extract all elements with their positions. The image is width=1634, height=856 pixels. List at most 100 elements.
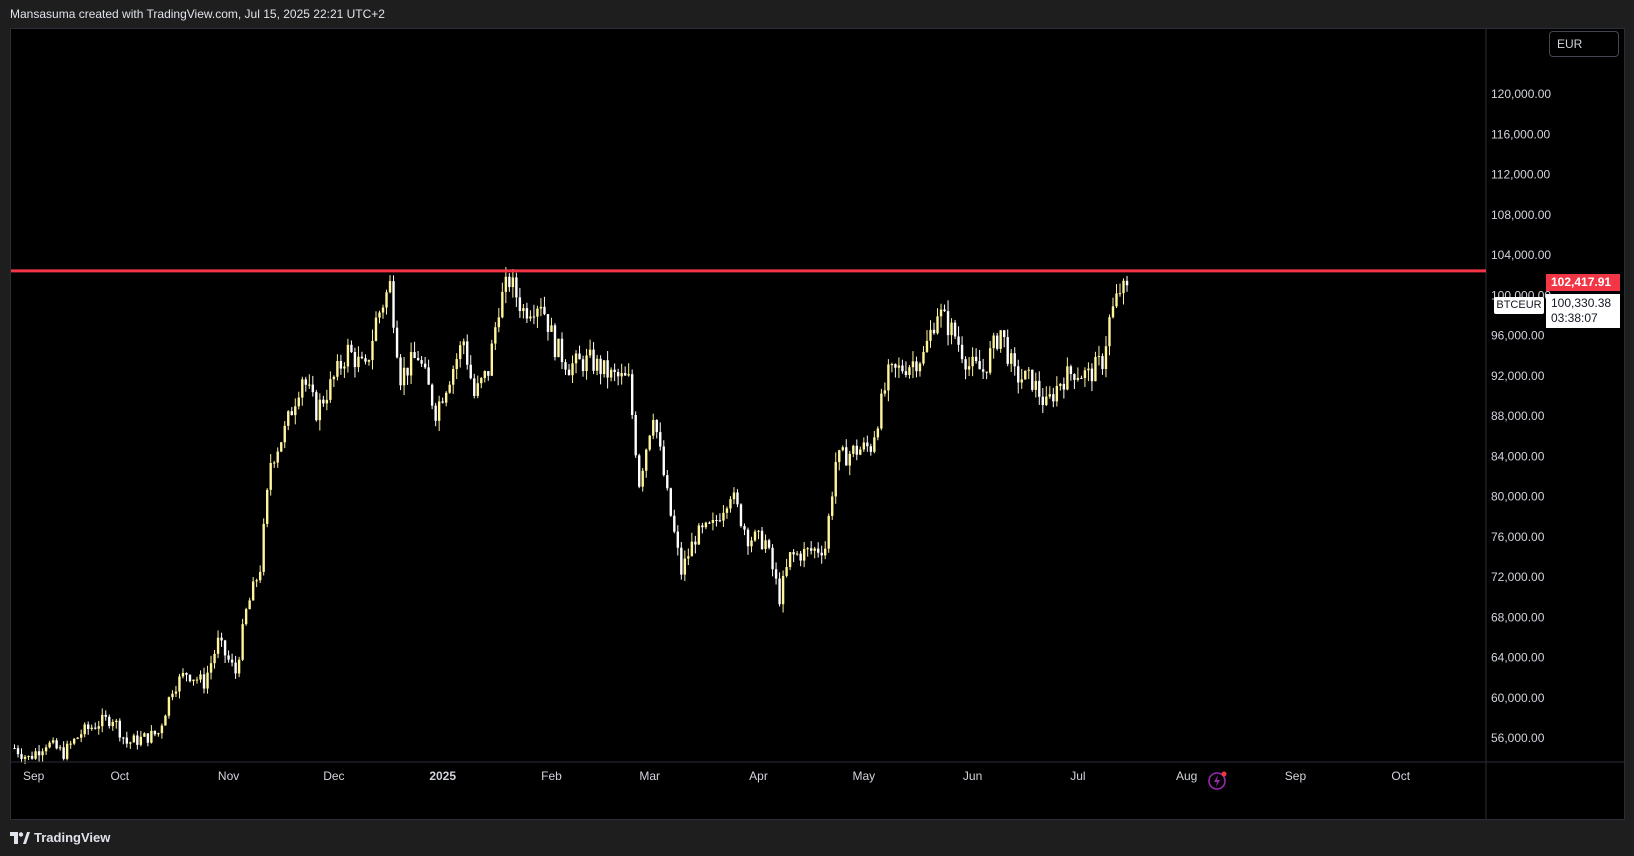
candle-body [1108, 317, 1111, 347]
y-tick-label: 84,000.00 [1491, 449, 1545, 463]
candle-body [1115, 293, 1118, 307]
last-price-label: 100,330.38 03:38:07 [1546, 294, 1620, 328]
candle-body [1097, 356, 1101, 358]
x-tick-label: May [852, 769, 875, 783]
candle-body [574, 353, 578, 364]
candle-body [743, 526, 746, 530]
candle-body [1006, 337, 1009, 364]
y-tick-label: 60,000.00 [1491, 691, 1545, 705]
candle-body [199, 674, 202, 680]
y-tick-label: 116,000.00 [1491, 127, 1550, 141]
candle-body [901, 365, 904, 372]
candle-body [897, 365, 901, 368]
candle-body [378, 312, 381, 318]
candle-body [304, 379, 307, 385]
level-price-label: 102,417.91 [1546, 274, 1620, 291]
candle-body [37, 751, 41, 756]
candle-body [616, 372, 620, 377]
candle-body [315, 392, 318, 421]
candle-body [360, 356, 364, 359]
price-chart[interactable]: 56,000.00 60,000.00 64,000.00 68,000.00 72,0… [11, 29, 1624, 819]
candle-body [967, 366, 971, 370]
candle-body [13, 748, 16, 750]
lightning-icon[interactable] [1207, 769, 1229, 791]
chart-frame[interactable]: 56,000.00 60,000.00 64,000.00 68,000.00 72,0… [10, 28, 1625, 820]
candle-body [866, 442, 869, 447]
candle-body [1087, 368, 1090, 371]
candle-body [402, 367, 406, 386]
candle-body [971, 356, 974, 367]
x-tick-label: Oct [1391, 769, 1410, 783]
candle-body [764, 540, 767, 549]
candle-body [287, 411, 290, 426]
candle-body [876, 428, 880, 438]
candle-body [932, 329, 936, 334]
candle-body [1024, 370, 1027, 380]
candle-body [318, 399, 322, 421]
tradingview-logo-icon [10, 832, 30, 844]
candle-body [806, 548, 809, 550]
y-axis: 56,000.00 60,000.00 64,000.00 68,000.00 72,0… [11, 29, 1624, 819]
candle-body [536, 308, 539, 317]
candle-body [757, 530, 760, 532]
currency-selector[interactable]: EUR [1549, 31, 1619, 57]
candle-body [936, 316, 939, 334]
candle-body [276, 451, 279, 463]
candle-body [462, 341, 465, 346]
candle-body [880, 393, 883, 429]
candle-body [950, 322, 953, 336]
candle-body [185, 672, 188, 675]
candle-body [437, 401, 441, 421]
x-tick-label: Apr [749, 769, 768, 783]
candle-body [1122, 280, 1125, 294]
candle-body [771, 547, 774, 570]
candle-body [132, 735, 136, 743]
x-tick-label: Feb [541, 769, 562, 783]
candle-body [908, 367, 911, 376]
candle-body [308, 384, 311, 386]
candle-body [816, 548, 820, 553]
candle-body [234, 662, 237, 674]
candle-body [244, 609, 248, 625]
candle-body [94, 727, 97, 729]
x-tick-label: Aug [1176, 769, 1197, 783]
candle-body [855, 445, 858, 455]
x-tick-label: Mar [639, 769, 660, 783]
candle-body [599, 358, 602, 375]
candle-body [283, 425, 286, 443]
candle-body [483, 371, 486, 379]
candle-body [606, 360, 609, 378]
candle-body [346, 344, 350, 367]
candle-body [543, 306, 546, 315]
candle-body [41, 751, 44, 756]
candle-body [620, 372, 623, 377]
candle-body [683, 558, 687, 575]
candle-body [750, 540, 753, 547]
candle-body [669, 488, 672, 516]
candle-body [469, 364, 472, 379]
candle-body [732, 492, 736, 500]
footer-brand[interactable]: TradingView [10, 828, 110, 848]
candle-body [280, 442, 283, 452]
candle-body [792, 552, 795, 555]
candle-body [294, 406, 297, 416]
candle-body [1013, 353, 1016, 367]
candle-body [423, 363, 427, 368]
y-tick-label: 68,000.00 [1491, 610, 1545, 624]
candle-body [539, 306, 543, 309]
y-tick-label: 76,000.00 [1491, 530, 1545, 544]
candle-body [578, 353, 581, 360]
candle-body [883, 390, 887, 394]
candle-body [1038, 380, 1041, 397]
candle-body [20, 754, 23, 759]
candle-body [357, 356, 360, 368]
candle-body [1090, 368, 1094, 382]
candle-body [76, 737, 79, 739]
candle-body [1083, 370, 1087, 378]
candle-body [999, 330, 1002, 349]
candle-body [1104, 346, 1108, 370]
candle-body [251, 581, 255, 601]
candle-body [715, 520, 718, 522]
candle-body [223, 640, 227, 656]
candle-body [220, 637, 223, 641]
